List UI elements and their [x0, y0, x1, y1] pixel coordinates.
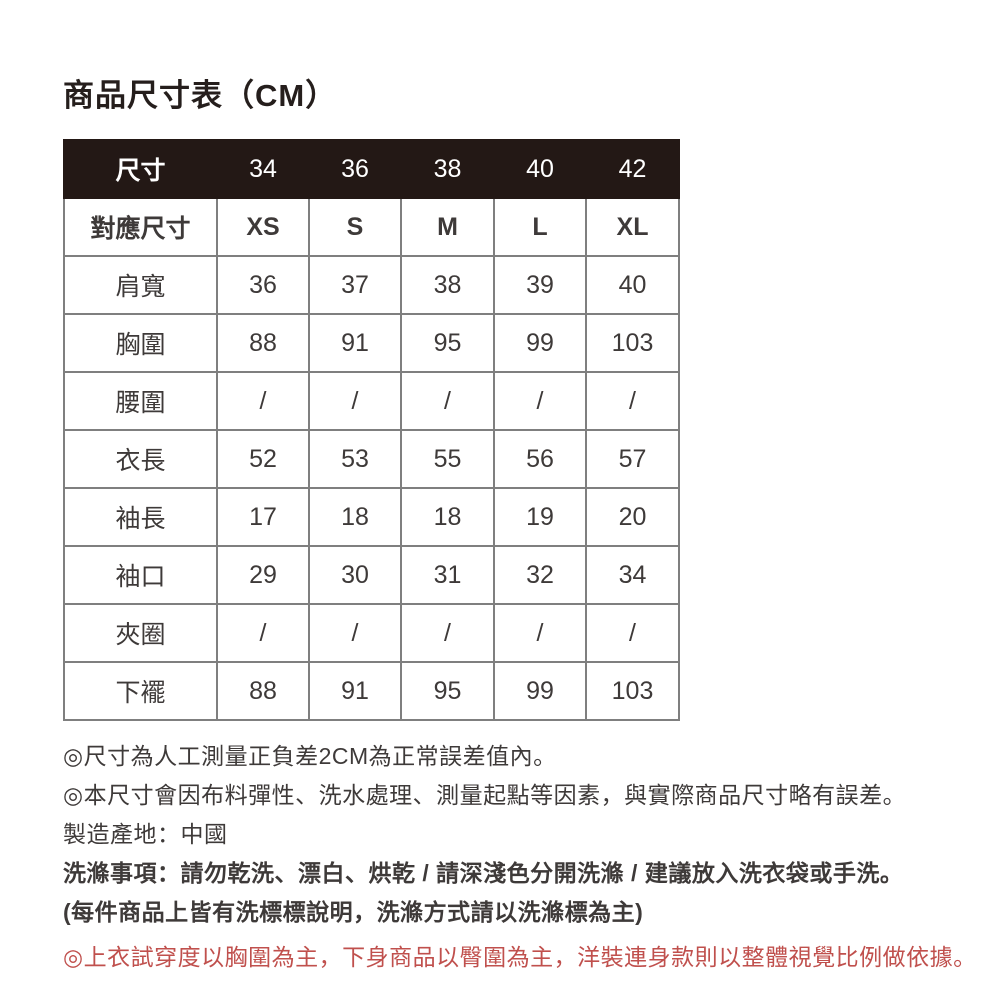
table-row: 袖口 29 30 31 32 34 [63, 545, 680, 605]
value-cell: / [493, 371, 587, 431]
value-cell: 55 [400, 429, 495, 489]
value-cell: 91 [308, 313, 402, 373]
table-row: 肩寬 36 37 38 39 40 [63, 255, 680, 315]
size-table: 尺寸 34 36 38 40 42 對應尺寸 XS S M L XL 肩寬 36 37 38 39 4… [63, 139, 680, 721]
table-row: 夾圈 / / / / / [63, 603, 680, 663]
row-label-cell: 袖長 [63, 487, 218, 547]
value-cell: 20 [585, 487, 680, 547]
content-area: 商品尺寸表（CM） 尺寸 34 36 38 40 42 [63, 70, 977, 985]
row-label-cell: 下襬 [63, 661, 218, 721]
value-cell: M [400, 197, 495, 257]
value-cell: 38 [400, 255, 495, 315]
note-line: 洗滌事項：請勿乾洗、漂白、烘乾 / 請深淺色分開洗滌 / 建議放入洗衣袋或手洗。 [63, 860, 904, 886]
value-cell: 56 [493, 429, 587, 489]
value-cell: S [308, 197, 402, 257]
header-size-cell: 34 [216, 139, 310, 199]
value-cell: 95 [400, 313, 495, 373]
table-row: 對應尺寸 XS S M L XL [63, 197, 680, 257]
table-row: 胸圍 88 91 95 99 103 [63, 313, 680, 373]
value-cell: 40 [585, 255, 680, 315]
value-cell: / [216, 603, 310, 663]
note-line-warning: ◎上衣試穿度以胸圍為主，下身商品以臀圍為主，洋裝連身款則以整體視覺比例做依據。 [63, 944, 977, 970]
table-row: 下襬 88 91 95 99 103 [63, 661, 680, 721]
value-cell: 103 [585, 661, 680, 721]
value-cell: 37 [308, 255, 402, 315]
row-label-cell: 肩寬 [63, 255, 218, 315]
table-row: 腰圍 / / / / / [63, 371, 680, 431]
row-label-cell: 夾圈 [63, 603, 218, 663]
value-cell: 99 [493, 313, 587, 373]
value-cell: 103 [585, 313, 680, 373]
header-size-cell: 36 [308, 139, 402, 199]
value-cell: / [216, 371, 310, 431]
value-cell: 30 [308, 545, 402, 605]
value-cell: 88 [216, 313, 310, 373]
value-cell: XL [585, 197, 680, 257]
value-cell: 17 [216, 487, 310, 547]
value-cell: 29 [216, 545, 310, 605]
row-label-cell: 袖口 [63, 545, 218, 605]
value-cell: / [400, 371, 495, 431]
value-cell: 95 [400, 661, 495, 721]
value-cell: 18 [400, 487, 495, 547]
row-label-cell: 衣長 [63, 429, 218, 489]
value-cell: 53 [308, 429, 402, 489]
value-cell: 18 [308, 487, 402, 547]
value-cell: 34 [585, 545, 680, 605]
value-cell: / [585, 603, 680, 663]
row-label-cell: 胸圍 [63, 313, 218, 373]
row-label-cell: 腰圍 [63, 371, 218, 431]
value-cell: / [308, 603, 402, 663]
header-size-cell: 42 [585, 139, 680, 199]
value-cell: 57 [585, 429, 680, 489]
value-cell: 99 [493, 661, 587, 721]
note-line: 製造產地：中國 [63, 821, 228, 847]
value-cell: 19 [493, 487, 587, 547]
page-title: 商品尺寸表（CM） [63, 78, 338, 113]
value-cell: / [308, 371, 402, 431]
size-table-header-row: 尺寸 34 36 38 40 42 [63, 139, 680, 199]
row-label-cell: 對應尺寸 [63, 197, 218, 257]
value-cell: 32 [493, 545, 587, 605]
header-size-cell: 40 [493, 139, 587, 199]
note-line: (每件商品上皆有洗標標說明，洗滌方式請以洗滌標為主) [63, 899, 644, 925]
value-cell: 36 [216, 255, 310, 315]
value-cell: 52 [216, 429, 310, 489]
notes-section: ◎尺寸為人工測量正負差2CM為正常誤差值內。 ◎本尺寸會因布料彈性、洗水處理、測量… [63, 743, 977, 970]
value-cell: XS [216, 197, 310, 257]
value-cell: 39 [493, 255, 587, 315]
table-row: 衣長 52 53 55 56 57 [63, 429, 680, 489]
note-line: ◎本尺寸會因布料彈性、洗水處理、測量起點等因素，與實際商品尺寸略有誤差。 [63, 782, 907, 808]
value-cell: / [585, 371, 680, 431]
note-line: ◎尺寸為人工測量正負差2CM為正常誤差值內。 [63, 743, 557, 769]
value-cell: / [400, 603, 495, 663]
value-cell: 91 [308, 661, 402, 721]
size-table-body: 尺寸 34 36 38 40 42 對應尺寸 XS S M L XL 肩寬 36 37 38 39 4… [63, 139, 680, 721]
value-cell: 88 [216, 661, 310, 721]
header-size-cell: 38 [400, 139, 495, 199]
value-cell: 31 [400, 545, 495, 605]
value-cell: L [493, 197, 587, 257]
table-row: 袖長 17 18 18 19 20 [63, 487, 680, 547]
value-cell: / [493, 603, 587, 663]
header-label-cell: 尺寸 [63, 139, 218, 199]
